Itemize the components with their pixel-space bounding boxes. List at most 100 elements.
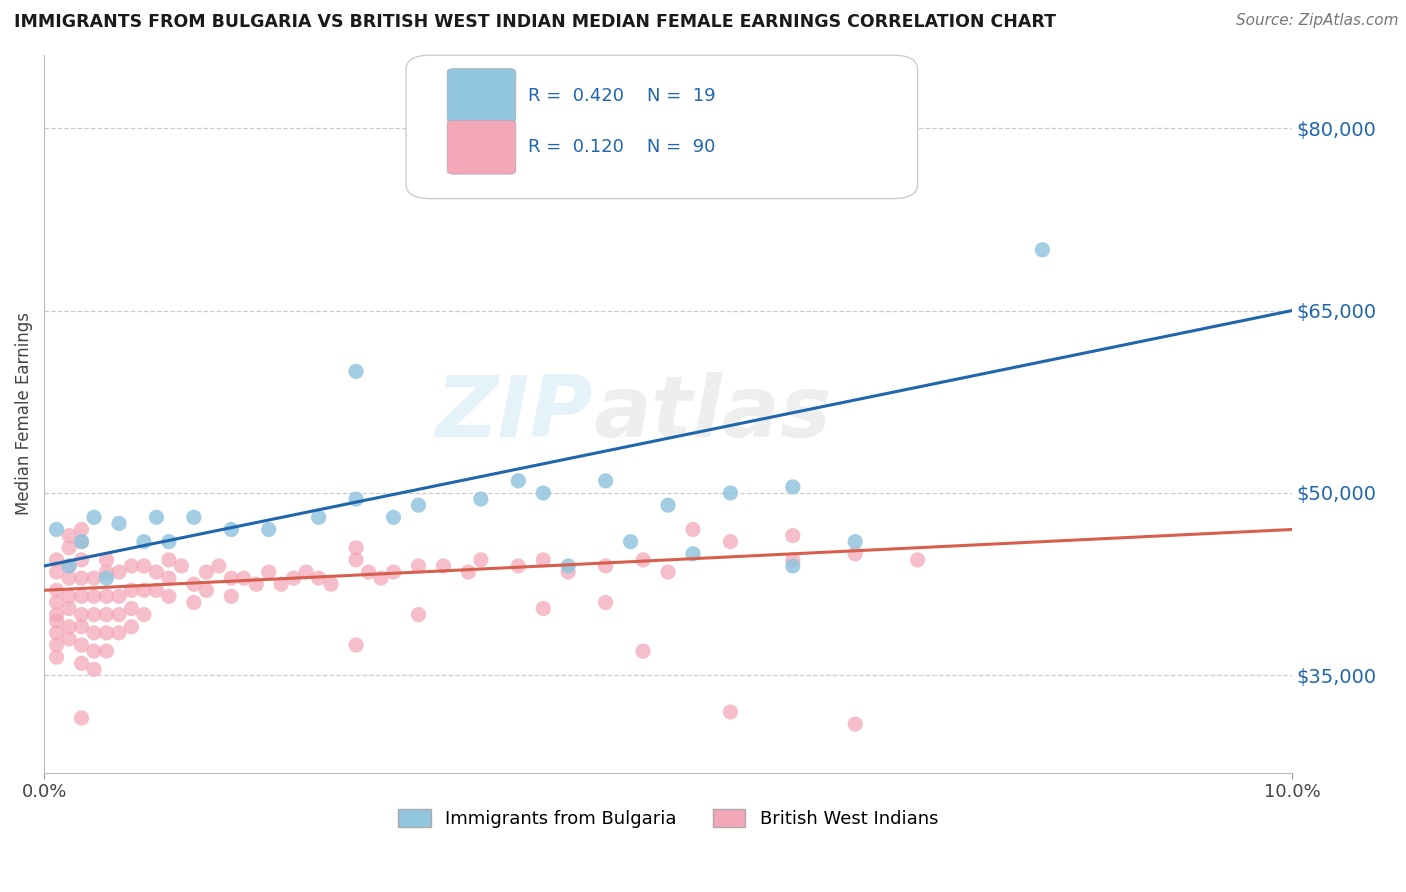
Point [221, 571, 243, 585]
Point [844, 534, 866, 549]
Point [58, 571, 80, 585]
Point [108, 590, 131, 604]
Point [96, 625, 118, 640]
Point [83, 644, 105, 658]
Point [145, 510, 167, 524]
Point [1031, 243, 1053, 257]
Point [531, 486, 554, 500]
Point [221, 523, 243, 537]
Point [344, 553, 367, 567]
Point [58, 528, 80, 542]
Point [58, 632, 80, 646]
Point [531, 553, 554, 567]
Point [208, 559, 231, 574]
Point [657, 498, 679, 512]
Text: R =  0.420    N =  19: R = 0.420 N = 19 [529, 87, 716, 104]
Point [232, 571, 254, 585]
Point [344, 364, 367, 378]
Point [157, 534, 180, 549]
Point [96, 590, 118, 604]
Point [83, 510, 105, 524]
Text: R =  0.120    N =  90: R = 0.120 N = 90 [529, 138, 716, 156]
Point [132, 607, 155, 622]
Point [257, 565, 280, 579]
Point [470, 492, 492, 507]
Point [120, 583, 142, 598]
Point [720, 486, 742, 500]
Point [357, 565, 380, 579]
Point [83, 571, 105, 585]
Point [70, 638, 93, 652]
Point [631, 553, 654, 567]
Point [321, 577, 343, 591]
Point [145, 565, 167, 579]
Point [83, 625, 105, 640]
Point [720, 705, 742, 719]
Point [120, 601, 142, 615]
Point [382, 565, 405, 579]
Point [70, 534, 93, 549]
Point [195, 583, 218, 598]
Point [295, 565, 318, 579]
Point [245, 577, 267, 591]
Point [58, 601, 80, 615]
Point [108, 565, 131, 579]
Point [183, 595, 205, 609]
Point [557, 559, 579, 574]
FancyBboxPatch shape [447, 69, 516, 122]
Point [170, 559, 193, 574]
Point [70, 657, 93, 671]
Point [120, 620, 142, 634]
Point [408, 559, 430, 574]
Point [595, 595, 617, 609]
Point [657, 565, 679, 579]
Point [45, 638, 67, 652]
Point [782, 559, 804, 574]
Point [195, 565, 218, 579]
Point [108, 516, 131, 531]
Point [70, 590, 93, 604]
Point [58, 541, 80, 555]
Point [70, 711, 93, 725]
Point [132, 559, 155, 574]
Point [308, 510, 330, 524]
Point [370, 571, 392, 585]
Point [45, 614, 67, 628]
Point [96, 565, 118, 579]
Text: atlas: atlas [593, 373, 831, 456]
Point [70, 607, 93, 622]
Point [620, 534, 643, 549]
Point [45, 565, 67, 579]
Point [283, 571, 305, 585]
FancyBboxPatch shape [406, 55, 918, 199]
Point [45, 625, 67, 640]
Point [531, 601, 554, 615]
Point [157, 553, 180, 567]
Text: IMMIGRANTS FROM BULGARIA VS BRITISH WEST INDIAN MEDIAN FEMALE EARNINGS CORRELATI: IMMIGRANTS FROM BULGARIA VS BRITISH WEST… [14, 13, 1056, 31]
Point [844, 717, 866, 731]
FancyBboxPatch shape [447, 120, 516, 174]
Point [308, 571, 330, 585]
Point [120, 559, 142, 574]
Point [96, 571, 118, 585]
Point [457, 565, 479, 579]
Point [157, 590, 180, 604]
Point [183, 577, 205, 591]
Point [108, 625, 131, 640]
Point [270, 577, 292, 591]
Point [844, 547, 866, 561]
Point [682, 523, 704, 537]
Point [45, 583, 67, 598]
Point [70, 523, 93, 537]
Point [508, 474, 530, 488]
Point [344, 638, 367, 652]
Point [344, 541, 367, 555]
Point [58, 590, 80, 604]
Point [70, 571, 93, 585]
Point [382, 510, 405, 524]
Point [45, 650, 67, 665]
Point [557, 565, 579, 579]
Point [907, 553, 929, 567]
Point [631, 644, 654, 658]
Text: Source: ZipAtlas.com: Source: ZipAtlas.com [1236, 13, 1399, 29]
